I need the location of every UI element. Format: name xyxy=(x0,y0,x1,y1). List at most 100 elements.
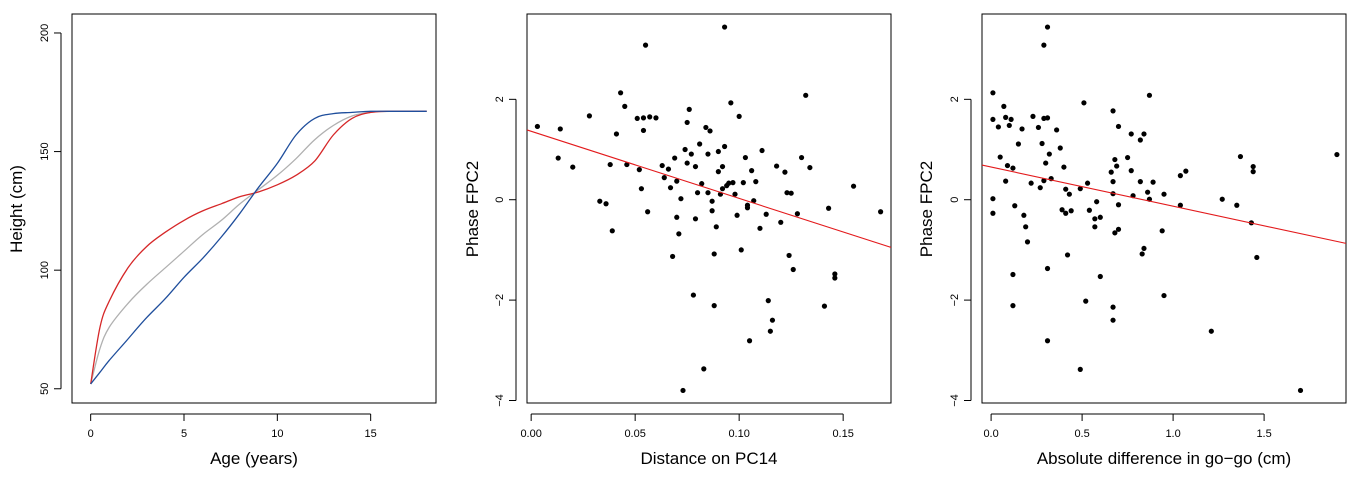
data-point xyxy=(705,190,711,196)
data-point xyxy=(798,154,805,161)
data-point xyxy=(1044,115,1051,121)
data-point xyxy=(557,126,563,132)
data-point xyxy=(740,180,746,186)
data-point xyxy=(1044,265,1051,272)
data-point xyxy=(1161,191,1167,197)
data-point xyxy=(709,208,715,214)
x-axis-title: Age (years) xyxy=(210,449,298,468)
y-tick-label: 50 xyxy=(39,383,51,395)
data-point xyxy=(1008,116,1014,123)
data-point xyxy=(692,163,699,170)
data-point xyxy=(711,303,717,309)
data-point xyxy=(1254,254,1260,261)
data-point xyxy=(680,387,686,394)
data-point xyxy=(609,228,615,234)
data-point xyxy=(990,90,996,96)
data-point xyxy=(774,163,780,169)
growth-curve-3 xyxy=(90,110,427,385)
data-point xyxy=(705,151,711,157)
data-point xyxy=(694,190,701,196)
y-tick-label: 0 xyxy=(494,197,506,203)
data-point xyxy=(1250,169,1256,175)
data-point xyxy=(722,24,728,30)
data-point xyxy=(653,115,659,121)
data-point xyxy=(1108,169,1114,175)
data-point xyxy=(746,338,753,344)
data-point xyxy=(753,179,759,185)
data-point xyxy=(1003,178,1009,184)
data-point xyxy=(734,212,740,218)
data-point xyxy=(1125,154,1131,161)
x-axis-title: Absolute difference in go−go (cm) xyxy=(1037,449,1291,468)
data-point xyxy=(1183,168,1189,174)
data-point xyxy=(667,185,674,191)
data-point xyxy=(534,123,541,130)
plot-marks xyxy=(981,24,1347,394)
panel-gogo-scatter: 0.0 0.5 1.0 1.5 −4 −2 0 2 Absolute difference … xyxy=(917,13,1347,468)
data-point xyxy=(1297,387,1304,394)
data-point xyxy=(782,169,788,175)
data-point xyxy=(1208,328,1214,334)
data-point xyxy=(1250,163,1256,170)
data-point xyxy=(1046,151,1052,157)
y-tick-label: −2 xyxy=(494,294,506,307)
data-point xyxy=(642,42,649,48)
data-point xyxy=(1004,162,1011,169)
x-tick-label: 1.5 xyxy=(1256,428,1271,440)
data-point xyxy=(767,328,773,334)
data-point xyxy=(707,128,713,134)
data-point xyxy=(1137,179,1143,185)
data-point xyxy=(647,114,653,120)
data-point xyxy=(661,175,667,181)
data-point xyxy=(645,209,651,215)
panel-height-curves: 0 5 10 15 50 100 150 200 Age (years) Height (c… xyxy=(7,13,437,468)
data-point xyxy=(618,90,624,96)
data-point xyxy=(640,127,647,134)
data-point xyxy=(1061,164,1067,170)
x-axis-title: Distance on PC14 xyxy=(640,449,777,468)
data-point xyxy=(1115,226,1122,232)
data-point xyxy=(1114,163,1120,169)
y-tick-label: −4 xyxy=(949,394,961,407)
data-point xyxy=(1177,202,1183,208)
x-tick-label: 10 xyxy=(271,428,283,440)
plot-frame xyxy=(71,13,437,404)
data-point xyxy=(738,247,744,253)
data-point xyxy=(1041,42,1047,48)
data-point xyxy=(1159,228,1165,234)
data-point xyxy=(757,225,763,231)
data-point xyxy=(684,160,690,166)
data-point xyxy=(570,164,576,170)
regression-line xyxy=(526,129,892,248)
data-point xyxy=(686,106,692,112)
data-point xyxy=(1081,100,1087,106)
data-point xyxy=(1097,273,1103,280)
data-point xyxy=(826,205,832,211)
x-tick-label: 0.10 xyxy=(728,428,749,440)
data-point xyxy=(1054,127,1060,133)
x-tick-label: 0.15 xyxy=(832,428,853,440)
data-point xyxy=(744,205,751,211)
data-point xyxy=(555,155,561,161)
data-point xyxy=(1237,153,1244,160)
data-point xyxy=(586,113,593,119)
data-point xyxy=(613,131,620,137)
data-point xyxy=(1063,186,1069,192)
data-point xyxy=(722,143,728,150)
data-point xyxy=(1057,145,1063,151)
data-point xyxy=(1068,208,1074,214)
data-point xyxy=(1010,271,1016,278)
y-axis: −4 −2 0 2 xyxy=(494,96,517,407)
x-tick-label: 5 xyxy=(181,428,187,440)
data-point xyxy=(1110,179,1116,185)
data-point xyxy=(1001,103,1007,109)
data-point xyxy=(778,219,784,225)
x-tick-label: 0 xyxy=(88,428,94,440)
data-point xyxy=(732,191,738,197)
x-axis: 0.0 0.5 1.0 1.5 xyxy=(983,413,1272,440)
data-point xyxy=(719,186,726,192)
data-point xyxy=(1024,239,1031,245)
data-point xyxy=(1059,207,1065,213)
data-point xyxy=(1037,185,1043,191)
